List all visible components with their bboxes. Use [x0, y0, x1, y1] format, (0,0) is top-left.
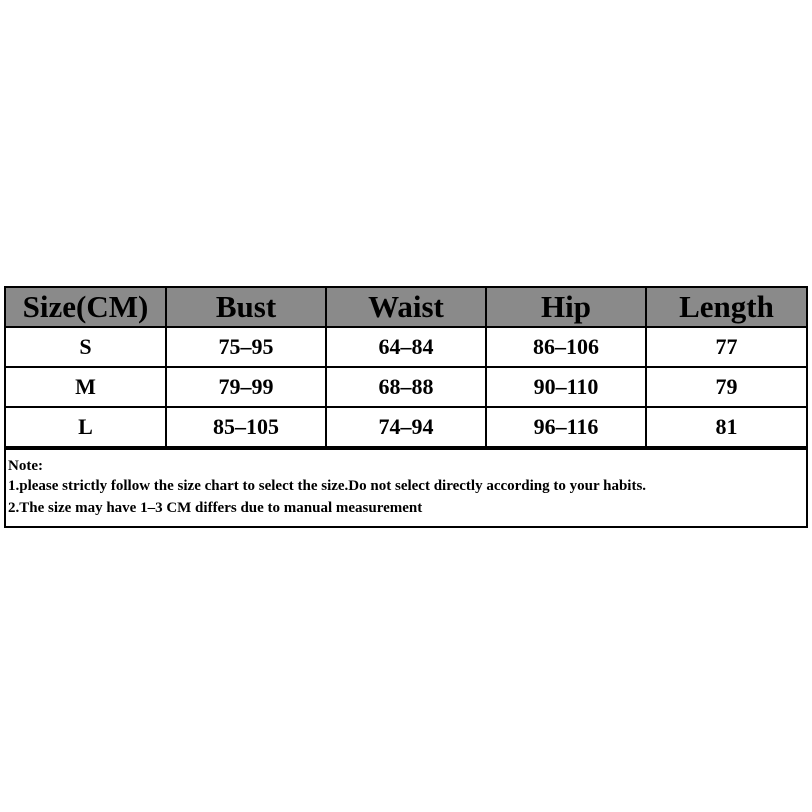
table-row: M 79–99 68–88 90–110 79	[6, 366, 806, 408]
table-cell: 64–84	[325, 327, 487, 368]
table-cell: 68–88	[325, 366, 487, 408]
table-cell: 81	[645, 406, 806, 448]
table-cell: S	[6, 327, 167, 368]
table-row: L 85–105 74–94 96–116 81	[6, 406, 806, 448]
table-cell: 90–110	[485, 366, 647, 408]
table-cell: M	[6, 366, 167, 408]
table-cell: 86–106	[485, 327, 647, 368]
table-cell: 77	[645, 327, 806, 368]
header-cell: Size(CM)	[6, 288, 167, 328]
header-cell: Bust	[165, 288, 327, 328]
table-cell: L	[6, 406, 167, 448]
size-table: Size(CM) Bust Waist Hip Length S 75–95 64–84 86…	[6, 288, 806, 448]
note-lines: 1.please strictly follow the size chart …	[8, 475, 804, 519]
table-cell: 96–116	[485, 406, 647, 448]
table-cell: 74–94	[325, 406, 487, 448]
table-cell: 79–99	[165, 366, 327, 408]
note-title: Note:	[8, 458, 43, 474]
table-cell: 75–95	[165, 327, 327, 368]
header-cell: Waist	[325, 288, 487, 328]
header-row: Size(CM) Bust Waist Hip Length	[6, 288, 806, 328]
table-cell: 85–105	[165, 406, 327, 448]
note-line: 2.The size may have 1–3 CM differs due t…	[8, 500, 423, 516]
note-line: 1.please strictly follow the size chart …	[8, 478, 647, 494]
table-body: S 75–95 64–84 86–106 77 M 79–99 68–88 90–110 79 L 8…	[6, 327, 806, 448]
note: Note: 1.please strictly follow the size …	[6, 448, 806, 526]
header-cell: Length	[645, 288, 806, 328]
size-chart: Size(CM) Bust Waist Hip Length S 75–95 64–84 86…	[4, 286, 808, 528]
header-cell: Hip	[485, 288, 647, 328]
table-row: S 75–95 64–84 86–106 77	[6, 327, 806, 368]
table-cell: 79	[645, 366, 806, 408]
